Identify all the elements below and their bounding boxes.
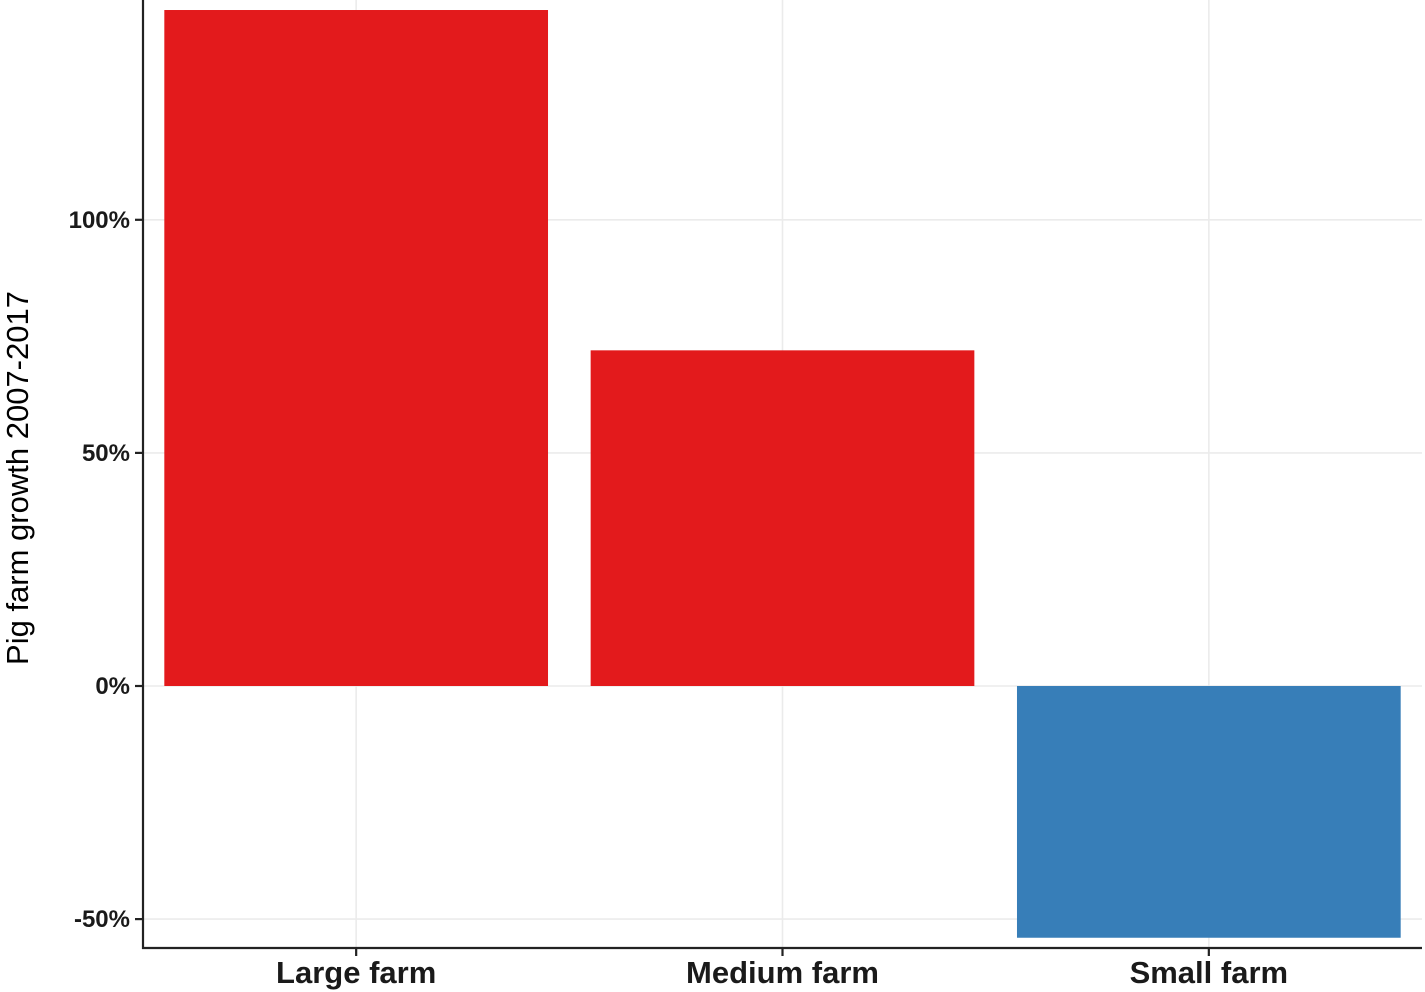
x-tick-label: Medium farm (686, 955, 879, 990)
x-tick-label: Small farm (1130, 955, 1289, 990)
bars-layer (164, 10, 1401, 938)
y-axis-title: Pig farm growth 2007-2017 (0, 291, 35, 665)
bar-large-farm (164, 10, 549, 686)
y-ticks: -50% 0% 50% 100% (69, 207, 143, 933)
bar-medium-farm (590, 350, 975, 686)
x-tick-label: Large farm (276, 955, 436, 990)
bar-small-farm (1016, 686, 1401, 938)
x-ticks: Large farm Medium farm Small farm (276, 948, 1288, 990)
y-tick-label: 100% (69, 207, 130, 234)
y-tick-label: 0% (95, 673, 130, 700)
y-tick-label: 50% (82, 440, 130, 467)
y-tick-label: -50% (74, 906, 130, 933)
